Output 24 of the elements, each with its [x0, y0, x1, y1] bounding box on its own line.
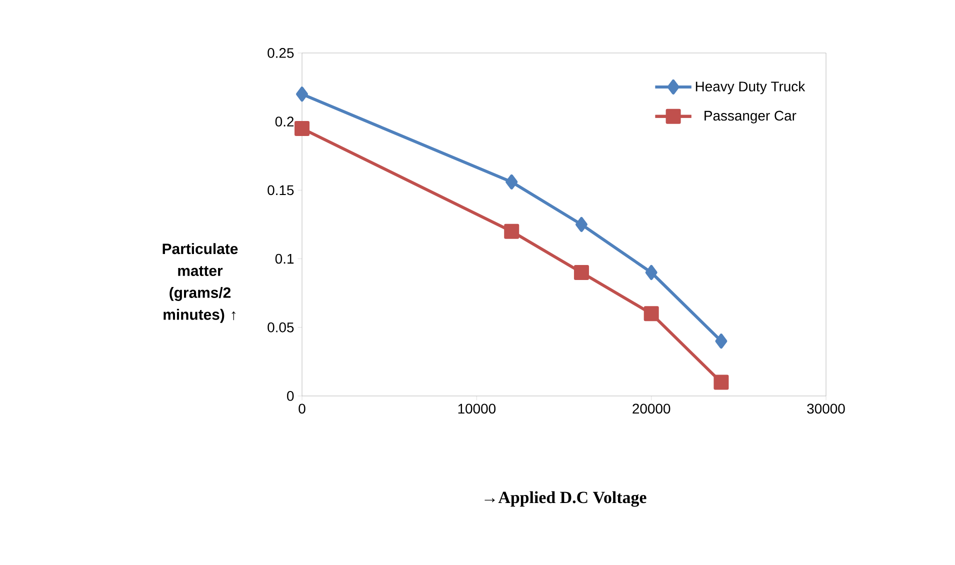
y-tick-label: 0 — [287, 391, 294, 401]
point — [294, 120, 310, 136]
legend-label: Heavy Duty Truck — [696, 81, 806, 94]
point — [506, 174, 518, 190]
point — [715, 334, 728, 349]
point — [645, 265, 658, 280]
x-tick-label: 30000 — [807, 404, 845, 414]
x-tick-label: 0 — [298, 404, 306, 414]
x-axis-title: →Applied D.C Voltage — [484, 491, 646, 507]
point — [296, 86, 308, 102]
legend-label: Passanger Car — [704, 110, 796, 124]
y-axis-title: Particulate matter (grams/2 minutes) ↑ — [162, 243, 238, 323]
x-tick-label: 10000 — [458, 404, 496, 414]
y-tick-label: 0.25 — [268, 48, 294, 58]
y-tick-label: 0.2 — [275, 116, 294, 127]
point — [575, 216, 588, 232]
y-tick-label: 0.15 — [268, 185, 294, 196]
y-tick-label: 0.1 — [275, 254, 294, 264]
point — [714, 374, 729, 390]
point — [644, 306, 659, 322]
point — [504, 224, 520, 239]
y-tick-label: 0.05 — [268, 322, 294, 332]
x-tick-label: 20000 — [632, 404, 670, 414]
point — [574, 265, 589, 280]
